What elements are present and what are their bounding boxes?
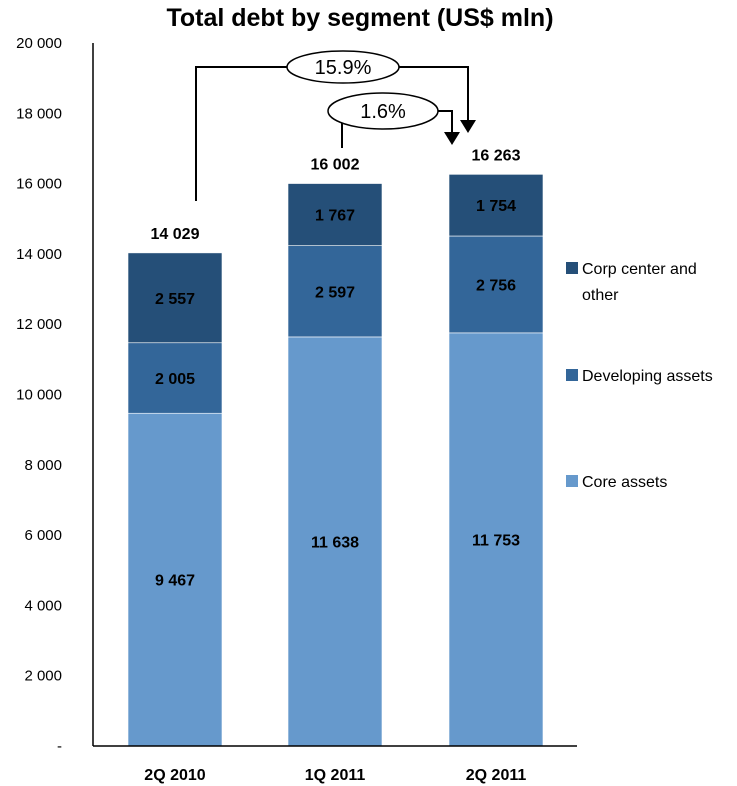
annotation-bubble <box>327 92 439 130</box>
y-tick-label: 10 000 <box>16 387 62 404</box>
bar-segment-label: 1 767 <box>315 208 355 225</box>
bar-segment <box>448 235 544 334</box>
legend-swatch <box>566 369 578 381</box>
legend-label: Developing assets <box>582 368 713 385</box>
bars: 9 467 2 005 2 557 14 029 11 638 2 597 1 767 16 … <box>127 147 544 747</box>
growth-annotations: 15.9% 1.6% <box>195 50 476 201</box>
bar-segment-label: 1 754 <box>476 198 516 215</box>
bar-segment-label: 2 597 <box>315 284 355 301</box>
bar-segment <box>127 252 223 344</box>
y-tick-label: 20 000 <box>16 35 62 52</box>
bar-total-label: 16 002 <box>311 157 360 174</box>
y-tick-label: 8 000 <box>24 457 62 474</box>
x-tick-label: 2Q 2010 <box>144 767 205 784</box>
legend: Corp center and other Developing assets Cor… <box>566 261 713 491</box>
bar-segment <box>448 174 544 237</box>
y-tick-label: 2 000 <box>24 668 62 685</box>
x-tick-label: 1Q 2011 <box>305 767 366 784</box>
bar-segment-label: 11 638 <box>311 534 359 551</box>
x-axis: 2Q 2010 1Q 2011 2Q 2011 <box>93 745 577 784</box>
y-tick-label: 18 000 <box>16 105 62 122</box>
bar-segment <box>127 412 223 747</box>
y-tick-label: 4 000 <box>24 597 62 614</box>
chart-title: Total debt by segment (US$ mln) <box>166 4 554 32</box>
y-tick-label: 16 000 <box>16 176 62 193</box>
annotation-bubble <box>286 50 400 84</box>
legend-label: Corp center and <box>582 261 697 278</box>
bar-segment-label: 2 557 <box>155 291 195 308</box>
bar-segment <box>127 342 223 414</box>
bar-segment <box>287 245 383 338</box>
annotation-label: 1.6% <box>360 101 406 123</box>
bar-segment <box>448 332 544 747</box>
annotation-connector <box>195 66 469 201</box>
bar-segment-label: 11 753 <box>472 532 520 549</box>
y-tick-label: 14 000 <box>16 246 62 263</box>
bar-segment <box>287 336 383 747</box>
legend-swatch <box>566 475 578 487</box>
bar-total-label: 16 263 <box>472 147 521 164</box>
bar-segment <box>287 183 383 246</box>
y-tick-label: 6 000 <box>24 527 62 544</box>
annotation-arrowhead <box>460 120 476 133</box>
x-tick-label: 2Q 2011 <box>466 767 527 784</box>
y-axis: - 2 000 4 000 6 000 8 000 10 000 12 000 14 000 1… <box>16 35 94 755</box>
legend-label: other <box>582 287 619 304</box>
bar-segment-label: 2 756 <box>476 277 516 294</box>
bar-segment-label: 2 005 <box>155 371 195 388</box>
annotation-arrowhead <box>444 132 460 145</box>
legend-label: Core assets <box>582 474 667 491</box>
legend-swatch <box>566 262 578 274</box>
y-tick-label: - <box>57 738 62 755</box>
bar-total-label: 14 029 <box>151 226 200 243</box>
bar-segment-label: 9 467 <box>155 573 195 590</box>
y-tick-label: 12 000 <box>16 316 62 333</box>
annotation-label: 15.9% <box>315 57 372 79</box>
